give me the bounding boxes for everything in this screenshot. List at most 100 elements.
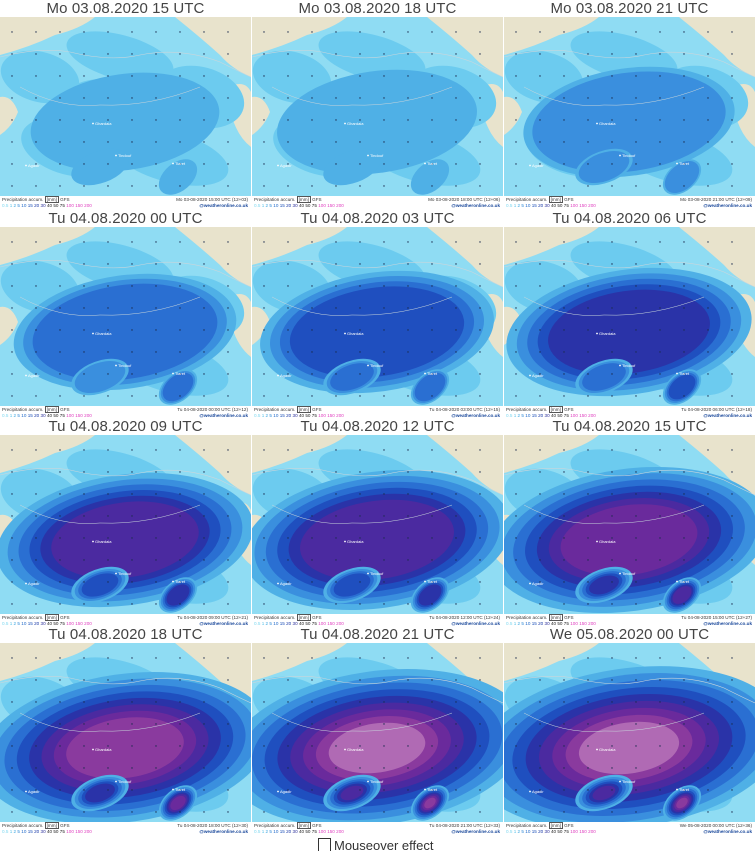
grid-point	[131, 515, 133, 517]
grid-point	[515, 395, 517, 397]
grid-point	[107, 53, 109, 55]
precipitation-map[interactable]: Ghardaia Tindouf Agadir Tiaret	[0, 435, 251, 614]
coastline	[252, 260, 503, 288]
precipitation-map[interactable]: Ghardaia Tindouf Agadir Tiaret	[0, 227, 251, 406]
precipitation-map[interactable]: Ghardaia Tindouf Agadir Tiaret	[252, 435, 503, 614]
forecast-panel[interactable]: Tu 04.08.2020 03 UTC Ghardaia Tindouf Agadi…	[252, 210, 503, 420]
legend-scale-value: 150	[75, 413, 83, 418]
mouseover-checkbox[interactable]	[318, 838, 331, 851]
legend-scale-value: 0.5	[506, 829, 513, 834]
legend-scale: 0.512510152030405075100150200	[2, 829, 93, 835]
grid-point	[479, 141, 481, 143]
grid-point	[131, 789, 133, 791]
grid-point	[635, 603, 637, 605]
city-marker	[529, 374, 531, 377]
legend-scale-value: 150	[327, 203, 335, 208]
forecast-panel[interactable]: Mo 03.08.2020 21 UTC Ghardaia Tindouf Agadi…	[504, 0, 755, 210]
forecast-panel[interactable]: Tu 04.08.2020 12 UTC Ghardaia Tindouf Agadi…	[252, 418, 503, 628]
forecast-panel[interactable]: Tu 04.08.2020 15 UTC Ghardaia Tindouf Agadi…	[504, 418, 755, 628]
grid-point	[311, 31, 313, 33]
grid-point	[131, 471, 133, 473]
precipitation-map[interactable]: Ghardaia Tindouf Agadir Tiaret	[504, 17, 755, 196]
grid-point	[311, 537, 313, 539]
grid-point	[707, 701, 709, 703]
precipitation-map[interactable]: Ghardaia Tindouf Agadir Tiaret	[252, 17, 503, 196]
precipitation-map[interactable]: Ghardaia Tindouf Agadir Tiaret	[0, 643, 251, 822]
grid-point	[359, 811, 361, 813]
legend-scale-value: 75	[311, 829, 317, 834]
precipitation-map[interactable]: Ghardaia Tindouf Agadir Tiaret	[504, 227, 755, 406]
grid-point	[563, 515, 565, 517]
grid-point	[35, 263, 37, 265]
forecast-panel[interactable]: Mo 03.08.2020 18 UTC Ghardaia Tindouf Agadi…	[252, 0, 503, 210]
grid-point	[227, 537, 229, 539]
grid-point	[107, 723, 109, 725]
grid-point	[635, 767, 637, 769]
grid-point	[83, 307, 85, 309]
legend-scale-value: 5	[269, 413, 272, 418]
grid-point	[611, 657, 613, 659]
grid-point	[383, 75, 385, 77]
grid-point	[611, 75, 613, 77]
city-marker	[596, 540, 598, 543]
city-marker	[115, 572, 117, 575]
precipitation-map[interactable]: Ghardaia Tindouf Agadir Tiaret	[504, 643, 755, 822]
forecast-panel[interactable]: Tu 04.08.2020 18 UTC Ghardaia Tindouf Agadi…	[0, 626, 251, 836]
grid-point	[11, 515, 13, 517]
grid-point	[263, 449, 265, 451]
grid-point	[131, 679, 133, 681]
city-label: Tiaret	[679, 371, 690, 376]
grid-point	[155, 53, 157, 55]
city-label: Tiaret	[427, 161, 438, 166]
grid-point	[263, 53, 265, 55]
legend-scale-value: 200	[336, 829, 344, 834]
grid-point	[431, 307, 433, 309]
grid-point	[359, 163, 361, 165]
city-marker	[367, 154, 369, 157]
grid-point	[131, 723, 133, 725]
precipitation-map[interactable]: Ghardaia Tindouf Agadir Tiaret	[252, 643, 503, 822]
grid-point	[263, 119, 265, 121]
grid-point	[107, 185, 109, 187]
forecast-panel[interactable]: We 05.08.2020 00 UTC Ghardaia Tindouf Agadi…	[504, 626, 755, 836]
grid-point	[35, 811, 37, 813]
grid-point	[635, 141, 637, 143]
mouseover-toggle[interactable]: Mouseover effect	[318, 838, 433, 852]
grid-point	[155, 351, 157, 353]
legend-scale-value: 15	[531, 621, 537, 626]
grid-point	[227, 241, 229, 243]
grid-point	[227, 373, 229, 375]
forecast-panel[interactable]: Tu 04.08.2020 09 UTC Ghardaia Tindouf Agadi…	[0, 418, 251, 628]
grid-point	[635, 163, 637, 165]
rain-area	[672, 586, 692, 604]
grid-point	[455, 559, 457, 561]
source-credit: @weatheronline.co.uk	[451, 203, 500, 208]
grid-point	[479, 745, 481, 747]
city-marker	[344, 540, 346, 543]
forecast-panel[interactable]: Tu 04.08.2020 21 UTC Ghardaia Tindouf Agadi…	[252, 626, 503, 836]
city-marker	[92, 540, 94, 543]
grid-point	[479, 329, 481, 331]
grid-point	[335, 373, 337, 375]
grid-point	[11, 53, 13, 55]
forecast-panel[interactable]: Tu 04.08.2020 06 UTC Ghardaia Tindouf Agadi…	[504, 210, 755, 420]
land-iberia	[0, 227, 95, 265]
grid-point	[587, 185, 589, 187]
grid-point	[11, 31, 13, 33]
legend-scale-value: 15	[279, 413, 285, 418]
city-label: Agadir	[280, 789, 292, 794]
precipitation-map[interactable]: Ghardaia Tindouf Agadir Tiaret	[504, 435, 755, 614]
forecast-panel[interactable]: Mo 03.08.2020 15 UTC Ghardaia Tindouf Agadi…	[0, 0, 251, 210]
grid-point	[83, 603, 85, 605]
grid-point	[107, 31, 109, 33]
grid-point	[227, 471, 229, 473]
forecast-panel[interactable]: Tu 04.08.2020 00 UTC Ghardaia Tindouf Agadi…	[0, 210, 251, 420]
grid-point	[407, 493, 409, 495]
grid-point	[455, 701, 457, 703]
grid-point	[263, 515, 265, 517]
grid-point	[587, 163, 589, 165]
precipitation-map[interactable]: Ghardaia Tindouf Agadir Tiaret	[252, 227, 503, 406]
grid-point	[155, 263, 157, 265]
precipitation-map[interactable]: Ghardaia Tindouf Agadir Tiaret	[0, 17, 251, 196]
legend-scale-value: 75	[311, 621, 317, 626]
